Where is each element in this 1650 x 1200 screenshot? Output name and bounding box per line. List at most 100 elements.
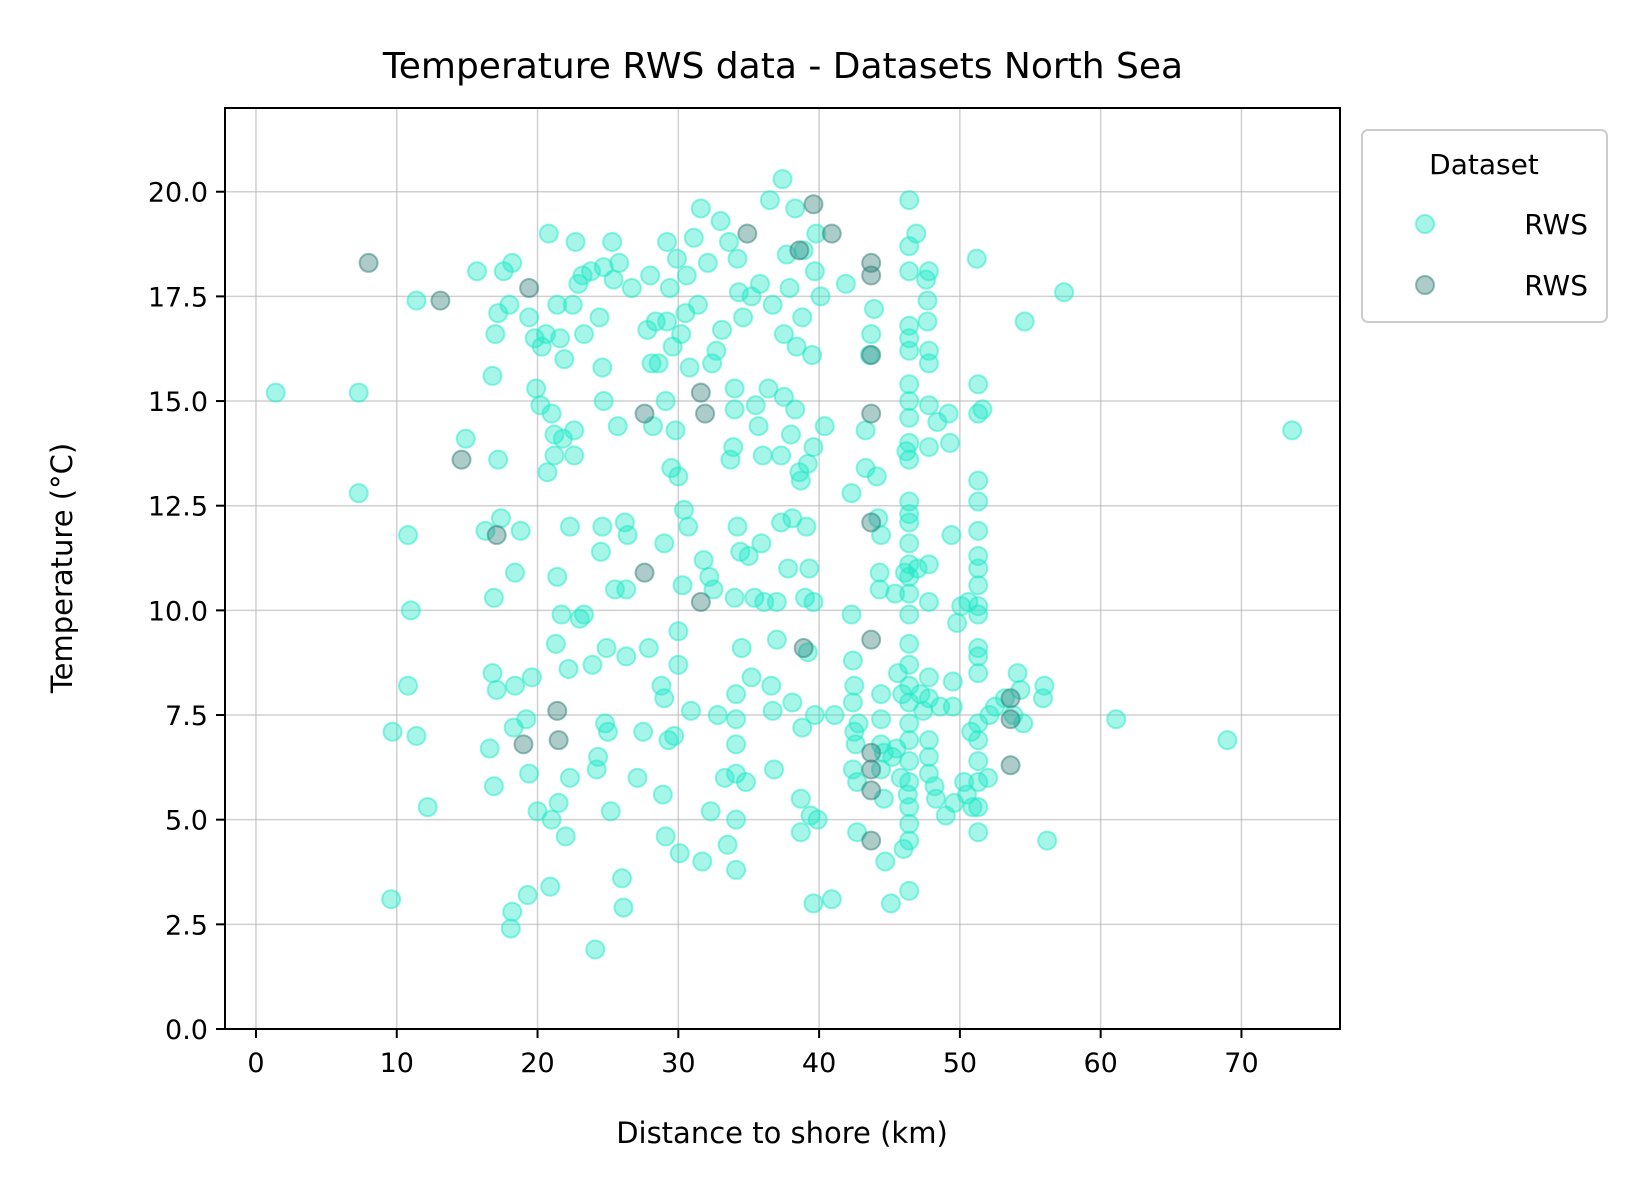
data-point-series-1 xyxy=(731,638,752,659)
data-point-series-1 xyxy=(537,462,558,483)
data-point-series-1 xyxy=(966,248,987,269)
data-point-series-1 xyxy=(869,562,890,583)
data-point-series-1 xyxy=(612,868,633,889)
data-point-series-2 xyxy=(690,591,711,612)
data-point-series-1 xyxy=(814,416,835,437)
data-point-series-1 xyxy=(766,591,787,612)
data-point-series-1 xyxy=(918,554,939,575)
data-point-series-1 xyxy=(810,286,831,307)
data-point-series-1 xyxy=(479,738,500,759)
data-point-series-1 xyxy=(710,211,731,232)
data-point-series-2 xyxy=(789,240,810,261)
data-point-series-1 xyxy=(548,792,569,813)
data-point-series-2 xyxy=(803,194,824,215)
data-point-series-1 xyxy=(772,169,793,190)
data-point-series-1 xyxy=(899,407,920,428)
data-point-series-1 xyxy=(782,692,803,713)
data-point-series-1 xyxy=(505,562,526,583)
data-point-series-1 xyxy=(899,633,920,654)
data-point-series-1 xyxy=(655,391,676,412)
data-point-series-1 xyxy=(719,231,740,252)
data-point-series-2 xyxy=(513,734,534,755)
data-point-series-1 xyxy=(1217,730,1238,751)
data-point-series-1 xyxy=(640,265,661,286)
data-point-series-1 xyxy=(597,721,618,742)
data-point-series-1 xyxy=(673,499,694,520)
data-point-series-1 xyxy=(738,545,759,566)
data-point-series-1 xyxy=(779,278,800,299)
x-tick-label: 40 xyxy=(802,1048,836,1079)
data-point-series-1 xyxy=(678,516,699,537)
data-point-series-1 xyxy=(972,399,993,420)
data-point-series-1 xyxy=(562,294,583,315)
data-point-series-2 xyxy=(861,344,882,365)
data-point-series-1 xyxy=(762,700,783,721)
data-point-series-1 xyxy=(703,579,724,600)
data-point-series-1 xyxy=(564,420,585,441)
data-point-series-1 xyxy=(726,709,747,730)
data-point-series-1 xyxy=(381,889,402,910)
data-point-series-1 xyxy=(467,261,488,282)
data-point-series-1 xyxy=(348,483,369,504)
data-point-series-1 xyxy=(845,734,866,755)
data-point-series-1 xyxy=(864,298,885,319)
data-point-series-1 xyxy=(899,813,920,834)
data-point-series-1 xyxy=(482,663,503,684)
data-point-series-2 xyxy=(861,403,882,424)
data-point-series-1 xyxy=(942,696,963,717)
data-point-series-1 xyxy=(547,566,568,587)
x-tick-label: 60 xyxy=(1083,1048,1117,1079)
data-point-series-1 xyxy=(526,378,547,399)
x-tick-label: 50 xyxy=(943,1048,977,1079)
data-point-series-1 xyxy=(766,629,787,650)
x-tick-label: 0 xyxy=(247,1048,264,1079)
data-point-series-1 xyxy=(483,776,504,797)
data-point-series-1 xyxy=(697,252,718,273)
chart-title: Temperature RWS data - Datasets North Se… xyxy=(382,46,1183,87)
data-point-series-1 xyxy=(733,307,754,328)
data-point-series-1 xyxy=(778,558,799,579)
data-point-series-2 xyxy=(634,562,655,583)
data-point-series-1 xyxy=(671,324,692,345)
data-point-series-2 xyxy=(695,403,716,424)
data-point-series-1 xyxy=(799,558,820,579)
data-point-series-1 xyxy=(918,437,939,458)
data-point-series-1 xyxy=(666,248,687,269)
plot-area-frame xyxy=(224,107,1341,1030)
data-point-series-1 xyxy=(848,713,869,734)
data-point-series-1 xyxy=(550,328,571,349)
data-point-series-1 xyxy=(1282,420,1303,441)
data-point-series-1 xyxy=(655,826,676,847)
data-point-series-2 xyxy=(861,780,882,801)
data-point-series-1 xyxy=(582,654,603,675)
data-point-series-1 xyxy=(869,579,890,600)
data-point-series-1 xyxy=(947,612,968,633)
y-tick-label: 10.0 xyxy=(148,596,208,627)
data-point-series-1 xyxy=(824,705,845,726)
data-point-series-1 xyxy=(821,889,842,910)
data-point-series-2 xyxy=(634,403,655,424)
data-point-series-1 xyxy=(918,746,939,767)
data-point-series-1 xyxy=(621,278,642,299)
data-point-series-1 xyxy=(918,395,939,416)
data-point-series-2 xyxy=(861,830,882,851)
y-tick-label: 7.5 xyxy=(165,701,208,732)
data-point-series-1 xyxy=(918,667,939,688)
data-point-series-1 xyxy=(899,654,920,675)
data-point-series-1 xyxy=(899,449,920,470)
data-point-series-1 xyxy=(1037,830,1058,851)
data-point-series-2 xyxy=(737,223,758,244)
data-point-series-1 xyxy=(502,901,523,922)
data-point-series-1 xyxy=(573,604,594,625)
data-point-series-1 xyxy=(786,336,807,357)
data-point-series-1 xyxy=(726,734,747,755)
data-point-series-1 xyxy=(592,357,613,378)
data-point-series-1 xyxy=(875,851,896,872)
data-point-series-1 xyxy=(406,725,427,746)
x-gridlines xyxy=(255,108,1243,1029)
data-point-series-1 xyxy=(417,797,438,818)
data-point-series-1 xyxy=(545,633,566,654)
y-tick-label: 5.0 xyxy=(165,806,208,837)
data-point-series-1 xyxy=(657,231,678,252)
data-point-series-1 xyxy=(554,349,575,370)
